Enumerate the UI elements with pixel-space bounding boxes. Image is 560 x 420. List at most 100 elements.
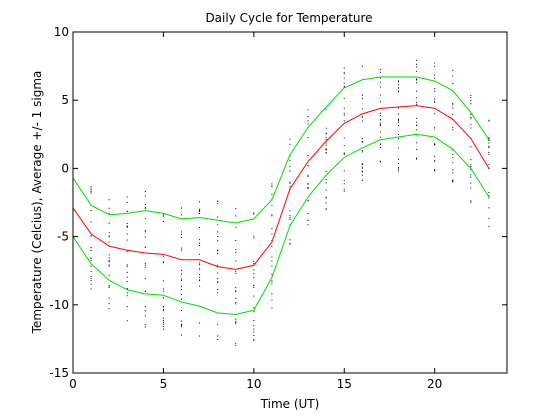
scatter-point — [235, 344, 237, 346]
scatter-point — [289, 242, 291, 244]
scatter-point — [379, 131, 381, 133]
scatter-point — [271, 256, 273, 258]
scatter-point — [199, 268, 201, 270]
scatter-point — [361, 108, 363, 110]
scatter-point — [253, 273, 255, 275]
scatter-point — [361, 166, 363, 168]
scatter-point — [398, 83, 399, 85]
scatter-point — [307, 154, 309, 156]
scatter-point — [289, 155, 291, 157]
scatter-point — [253, 328, 255, 330]
scatter-point — [416, 66, 418, 68]
scatter-point — [162, 221, 164, 223]
scatter-point — [379, 115, 381, 117]
scatter-point — [434, 126, 436, 128]
scatter-point — [488, 195, 490, 197]
scatter-point — [488, 137, 490, 139]
scatter-point — [199, 227, 201, 229]
scatter-point — [90, 278, 92, 280]
scatter-point — [144, 262, 146, 264]
scatter-point — [108, 265, 110, 267]
scatter-point — [488, 147, 490, 149]
scatter-point — [343, 82, 345, 84]
scatter-point — [361, 65, 363, 67]
scatter-point — [488, 151, 490, 153]
scatter-point — [361, 151, 363, 153]
scatter-point — [488, 139, 490, 141]
scatter-point — [217, 264, 219, 266]
scatter-point — [253, 295, 255, 297]
scatter-point — [181, 231, 182, 233]
scatter-point — [162, 321, 164, 323]
scatter-point — [199, 208, 201, 210]
scatter-point — [379, 143, 381, 145]
scatter-point — [434, 155, 436, 157]
scatter-point — [488, 120, 490, 122]
scatter-point — [217, 277, 219, 279]
scatter-point — [144, 195, 146, 197]
chart-title: Daily Cycle for Temperature — [205, 11, 372, 25]
scatter-point — [144, 191, 146, 193]
scatter-point — [289, 181, 291, 183]
scatter-point — [434, 98, 436, 100]
scatter-point — [253, 235, 255, 237]
scatter-point — [271, 274, 273, 276]
scatter-point — [398, 158, 399, 160]
scatter-point — [271, 283, 273, 285]
scatter-point — [488, 142, 490, 144]
scatter-point — [253, 269, 255, 271]
scatter-point — [90, 288, 92, 290]
scatter-point — [343, 120, 345, 122]
scatter-point — [343, 152, 345, 154]
scatter-point — [343, 67, 345, 69]
scatter-point — [162, 310, 164, 312]
scatter-point — [162, 325, 164, 327]
scatter-point — [307, 186, 309, 188]
scatter-point — [307, 213, 309, 215]
scatter-point — [90, 235, 92, 237]
scatter-point — [361, 94, 363, 96]
scatter-point — [199, 335, 201, 337]
scatter-point — [144, 230, 146, 232]
scatter-point — [90, 280, 92, 282]
scatter-point — [162, 323, 164, 325]
scatter-point — [343, 154, 345, 156]
scatter-point — [398, 138, 399, 140]
scatter-point — [162, 280, 164, 282]
scatter-point — [325, 138, 327, 140]
scatter-point — [434, 128, 436, 130]
scatter-point — [217, 281, 219, 283]
scatter-point — [271, 280, 273, 282]
scatter-point — [289, 170, 291, 172]
y-tick-label: -15 — [49, 366, 69, 380]
scatter-point — [253, 331, 255, 333]
scatter-point — [289, 210, 291, 212]
scatter-point — [379, 86, 381, 88]
scatter-point — [181, 269, 182, 271]
scatter-point — [271, 215, 273, 217]
scatter-point — [271, 260, 273, 262]
scatter-point — [126, 265, 128, 267]
scatter-point — [144, 310, 146, 312]
scatter-point — [325, 136, 327, 138]
scatter-point — [452, 157, 454, 159]
scatter-point — [271, 185, 273, 187]
scatter-point — [488, 225, 490, 227]
scatter-point — [325, 133, 327, 135]
scatter-point — [271, 183, 273, 185]
scatter-point — [379, 124, 381, 126]
scatter-point — [181, 298, 182, 300]
scatter-point — [126, 225, 128, 227]
scatter-point — [217, 231, 219, 233]
scatter-point — [434, 100, 436, 102]
scatter-point — [379, 122, 381, 124]
scatter-point — [452, 172, 454, 174]
scatter-point — [361, 116, 363, 118]
scatter-point — [235, 272, 237, 274]
scatter-point — [126, 196, 128, 198]
scatter-point — [90, 221, 92, 223]
scatter-point — [416, 129, 418, 131]
series-lines — [72, 76, 490, 315]
scatter-point — [253, 307, 255, 309]
scatter-point — [199, 244, 201, 246]
